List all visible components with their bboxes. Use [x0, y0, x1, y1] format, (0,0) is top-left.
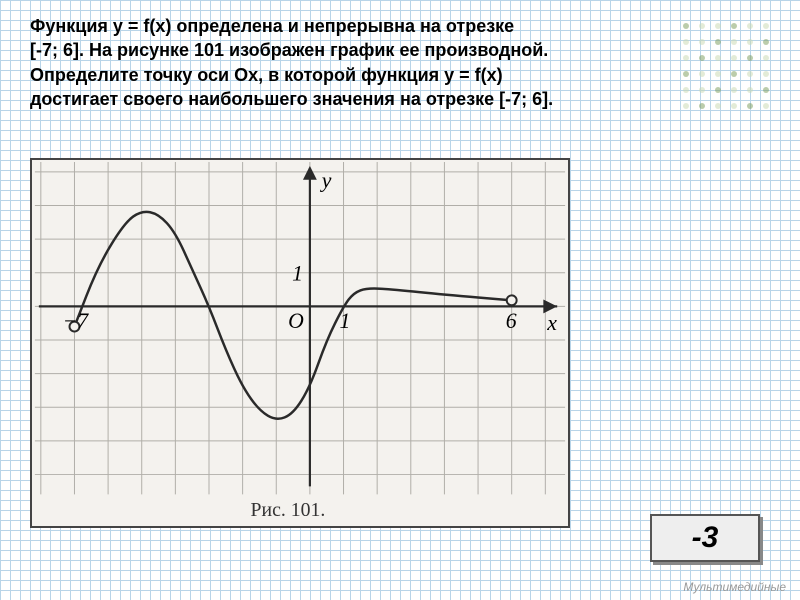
- derivative-graph: y x O 1 1 −7 6 Рис. 101.: [30, 158, 570, 528]
- svg-text:y: y: [320, 169, 332, 193]
- problem-line-4: достигает своего наибольшего значения на…: [30, 89, 553, 109]
- problem-line-2: [-7; 6]. На рисунке 101 изображен график…: [30, 40, 548, 60]
- answer-box: -3: [650, 514, 760, 562]
- svg-text:O: O: [288, 309, 304, 333]
- dot-pattern-decoration: [676, 16, 796, 136]
- svg-text:1: 1: [292, 262, 303, 286]
- svg-text:−7: −7: [63, 309, 90, 333]
- watermark-text: Мультимедийные: [683, 580, 786, 594]
- svg-text:Рис. 101.: Рис. 101.: [251, 499, 326, 521]
- svg-text:1: 1: [340, 309, 351, 333]
- answer-value: -3: [692, 521, 719, 555]
- svg-text:6: 6: [506, 309, 517, 333]
- svg-text:x: x: [546, 311, 557, 335]
- problem-line-1: Функция y = f(x) определена и непрерывна…: [30, 16, 514, 36]
- problem-text: Функция y = f(x) определена и непрерывна…: [30, 14, 770, 111]
- graph-svg: y x O 1 1 −7 6 Рис. 101.: [32, 160, 568, 526]
- problem-line-3: Определите точку оси Ox, в которой функц…: [30, 65, 503, 85]
